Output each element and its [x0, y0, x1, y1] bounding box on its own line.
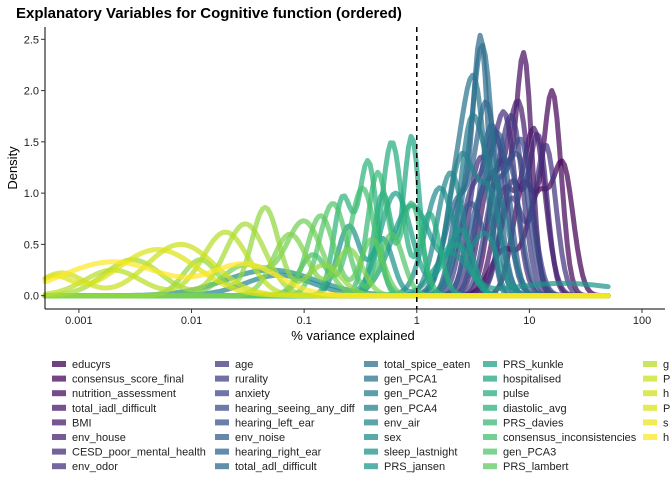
- legend-key: [364, 419, 378, 426]
- legend-key: [215, 404, 229, 411]
- legend-key: [215, 448, 229, 455]
- axes: 0.001 0.01 0.1 1 10 100 0.0 0.5 1.0 1.5 2.0 2.5: [24, 27, 665, 327]
- legend-key: [364, 448, 378, 455]
- legend-label: nutrition_assessment: [72, 388, 176, 400]
- legend-label: total_spice_eaten: [384, 359, 470, 371]
- legend-key: [215, 361, 229, 367]
- legend-label: P: [663, 403, 670, 415]
- legend-label: age: [235, 359, 253, 371]
- legend-label: hearing_seeing_any_diff: [235, 403, 356, 415]
- legend-key: [52, 419, 66, 426]
- legend-key: [643, 390, 657, 397]
- legend-key: [364, 361, 378, 367]
- legend-label: env_odor: [72, 461, 118, 473]
- x-tick-label: 100: [633, 315, 651, 327]
- legend-label: PRS_jansen: [384, 461, 445, 473]
- legend-label: rurality: [235, 374, 269, 386]
- legend-key: [643, 375, 657, 382]
- legend-label: CESD_poor_mental_health: [72, 447, 206, 459]
- legend-label: h: [663, 432, 669, 444]
- legend-label: PRS_kunkle: [503, 359, 564, 371]
- legend-key: [215, 463, 229, 470]
- legend-key: [483, 434, 497, 440]
- legend-key: [483, 404, 497, 411]
- legend-label: total_adl_difficult: [235, 461, 317, 473]
- legend-label: total_iadl_difficult: [72, 403, 156, 415]
- chart-title: Explanatory Variables for Cognitive func…: [16, 5, 402, 22]
- legend-key: [215, 419, 229, 426]
- legend-key: [52, 404, 66, 411]
- legend-key: [643, 361, 657, 367]
- legend-key: [364, 463, 378, 470]
- x-tick-label: 0.1: [296, 315, 311, 327]
- legend-label: gen_PCA3: [503, 447, 556, 459]
- legend-label: h: [663, 388, 669, 400]
- legend-label: s: [663, 417, 669, 429]
- x-tick-label: 0.001: [65, 315, 93, 327]
- legend-label: pulse: [503, 388, 529, 400]
- legend-key: [215, 390, 229, 397]
- legend-key: [483, 375, 497, 382]
- legend-label: hearing_left_ear: [235, 417, 315, 429]
- legend-key: [364, 390, 378, 397]
- legend-label: PRS_lambert: [503, 461, 568, 473]
- legend-label: P: [663, 374, 670, 386]
- legend-key: [364, 404, 378, 411]
- legend-key: [483, 390, 497, 397]
- legend-label: gen_PCA4: [384, 403, 437, 415]
- legend-label: diastolic_avg: [503, 403, 567, 415]
- legend-key: [483, 448, 497, 455]
- legend-key: [483, 463, 497, 470]
- x-axis-title: % variance explained: [291, 328, 415, 343]
- y-axis-title: Density: [5, 146, 20, 190]
- legend-key: [52, 375, 66, 382]
- legend-label: gen_PCA2: [384, 388, 437, 400]
- legend-label: consensus_inconsistencies: [503, 432, 637, 444]
- legend-key: [483, 419, 497, 426]
- legend-label: sex: [384, 432, 402, 444]
- legend-label: env_air: [384, 417, 420, 429]
- x-tick-label: 1: [414, 315, 420, 327]
- y-tick-label: 2.0: [24, 86, 39, 98]
- legend-key: [643, 434, 657, 440]
- legend-label: g: [663, 359, 669, 371]
- legend-key: [52, 463, 66, 470]
- legend-key: [215, 434, 229, 440]
- legend-key: [52, 390, 66, 397]
- legend-key: [52, 448, 66, 455]
- legend-key: [215, 375, 229, 382]
- legend-label: anxiety: [235, 388, 270, 400]
- y-tick-label: 1.5: [24, 137, 39, 149]
- y-tick-label: 1.0: [24, 188, 39, 200]
- legend-key: [364, 434, 378, 440]
- legend-label: sleep_lastnight: [384, 447, 457, 459]
- x-tick-label: 10: [523, 315, 535, 327]
- legend-label: educyrs: [72, 359, 111, 371]
- legend-key: [364, 375, 378, 382]
- legend-label: hospitalised: [503, 374, 561, 386]
- legend: educyrs consensus_score_final nutrition_as…: [52, 359, 670, 473]
- legend-key: [643, 419, 657, 426]
- y-tick-label: 0.0: [24, 291, 39, 303]
- plot-area: [42, 32, 611, 299]
- legend-key: [483, 361, 497, 367]
- legend-label: hearing_right_ear: [235, 447, 322, 459]
- x-tick-label: 0.01: [181, 315, 202, 327]
- legend-key: [643, 404, 657, 411]
- legend-key: [52, 434, 66, 440]
- legend-key: [52, 361, 66, 367]
- legend-label: BMI: [72, 417, 92, 429]
- y-tick-label: 0.5: [24, 239, 39, 251]
- density-curve-40: [42, 259, 611, 299]
- legend-label: env_house: [72, 432, 126, 444]
- legend-label: env_noise: [235, 432, 285, 444]
- legend-label: consensus_score_final: [72, 374, 184, 386]
- legend-label: PRS_davies: [503, 417, 564, 429]
- y-tick-label: 2.5: [24, 34, 39, 46]
- legend-label: gen_PCA1: [384, 374, 437, 386]
